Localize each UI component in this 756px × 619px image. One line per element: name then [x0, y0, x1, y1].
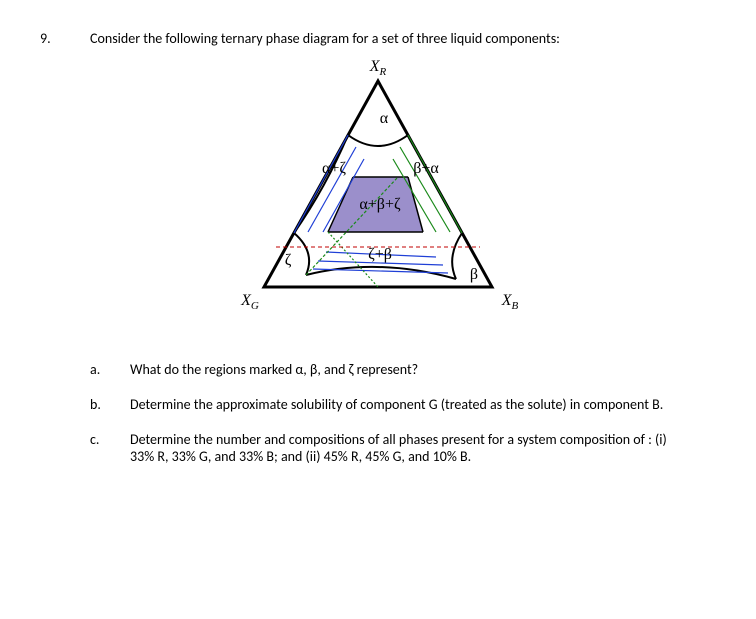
alpha-beta-zeta-label: α+β+ζ [359, 196, 401, 213]
vertex-left-label: XG [240, 292, 259, 312]
zeta-label: ζ [285, 252, 292, 269]
subparts-list: a. What do the regions marked α, β, and … [40, 361, 716, 465]
question-prompt: Consider the following ternary phase dia… [90, 30, 716, 47]
alpha-label: α [380, 110, 389, 127]
subpart-label: a. [90, 361, 130, 378]
alpha-zeta-label: α+ζ [322, 160, 346, 177]
vertex-right-label: XB [501, 292, 519, 312]
beta-boundary [452, 233, 462, 279]
subpart-row: b. Determine the approximate solubility … [90, 396, 716, 413]
question-number: 9. [40, 30, 90, 47]
subpart-text: What do the regions marked α, β, and ζ r… [130, 361, 690, 378]
alpha-boundary [348, 135, 408, 146]
subpart-label: c. [90, 431, 130, 465]
beta-label: β [470, 266, 478, 283]
subpart-text: Determine the approximate solubility of … [130, 396, 690, 413]
subpart-row: c. Determine the number and compositions… [90, 431, 716, 465]
ternary-diagram: XR XG XB [40, 57, 716, 321]
zeta-boundary [294, 233, 309, 275]
vertex-top-label: XR [369, 58, 387, 78]
beta-alpha-label: β+α [413, 160, 439, 177]
subpart-row: a. What do the regions marked α, β, and … [90, 361, 716, 378]
subpart-label: b. [90, 396, 130, 413]
subpart-text: Determine the number and compositions of… [130, 431, 690, 465]
zeta-beta-label: ζ+β [368, 246, 392, 263]
